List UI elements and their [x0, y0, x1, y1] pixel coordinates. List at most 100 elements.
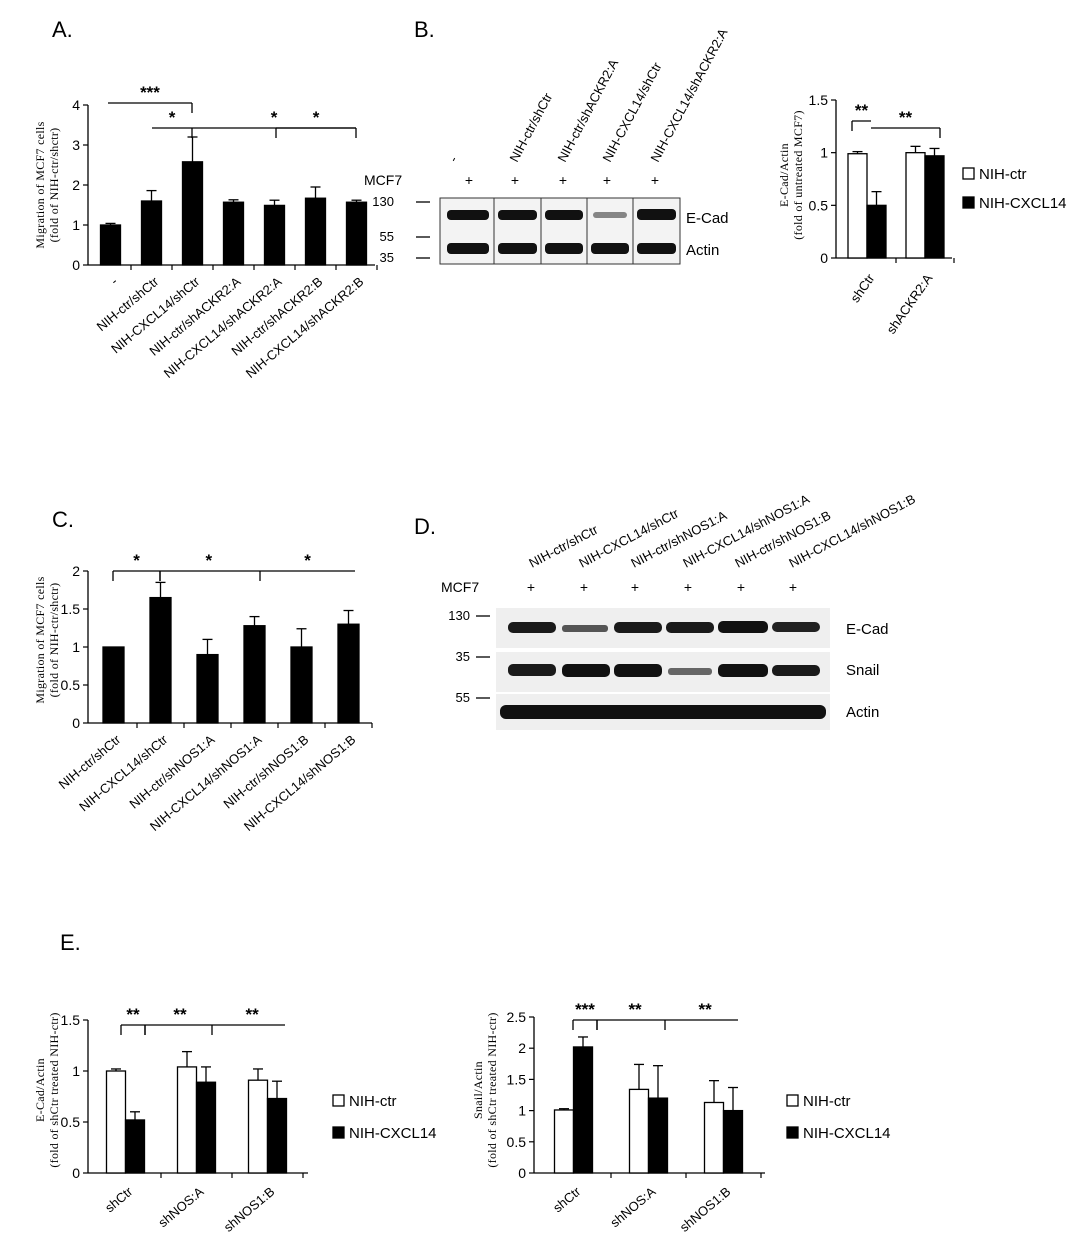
significance-annotation: *	[271, 108, 278, 127]
significance-annotation: **	[246, 1005, 260, 1024]
significance-annotation: *	[133, 551, 140, 570]
bar	[243, 625, 266, 724]
blot-b-band-actin	[447, 243, 489, 254]
blot-d-mcf7-mark: +	[527, 579, 535, 595]
blot-d-mcf7-mark: +	[737, 579, 745, 595]
bar	[628, 1088, 650, 1174]
significance-annotation: **	[699, 1000, 713, 1019]
bar	[290, 646, 313, 724]
y-tick-label: 1	[72, 639, 80, 655]
blot-b-marker: 130	[372, 194, 394, 209]
y-axis-title: E-Cad/Actin	[33, 1058, 47, 1122]
blot-d-band-ecad	[508, 622, 556, 633]
y-tick-label: 0.5	[809, 197, 829, 213]
blot-d-marker: 55	[456, 690, 470, 705]
y-tick-label: 2.5	[507, 1009, 527, 1025]
blot-d-mcf7-mark: +	[631, 579, 639, 595]
y-axis-title: E-Cad/Actin	[777, 143, 791, 207]
significance-annotation: *	[304, 551, 311, 570]
blot-d-band-label: E-Cad	[846, 621, 889, 638]
significance-annotation: *	[313, 108, 320, 127]
y-axis-title: (fold of NIH-ctr/shctr)	[47, 583, 61, 698]
bar	[337, 623, 360, 724]
blot-b-mcf7-mark: +	[651, 172, 659, 188]
y-axis-title: Snail/Actin	[471, 1061, 485, 1119]
bar	[124, 1119, 146, 1174]
y-tick-label: 1.5	[507, 1071, 527, 1087]
bar	[647, 1097, 669, 1174]
blot-b-band-ecad	[593, 212, 627, 218]
bar	[703, 1101, 725, 1174]
bar	[99, 224, 122, 266]
legend-label: NIH-ctr	[979, 166, 1027, 183]
significance-annotation: **	[899, 108, 913, 127]
significance-annotation: **	[173, 1005, 187, 1024]
blot-d-mcf7-mark: +	[684, 579, 692, 595]
legend-swatch	[332, 1094, 345, 1107]
panel-label-b: B.	[414, 17, 435, 42]
y-tick-label: 1	[72, 217, 80, 233]
bar	[149, 596, 172, 724]
bar	[924, 155, 945, 259]
blot-b-band-ecad	[447, 210, 489, 220]
legend-label: NIH-ctr	[349, 1093, 397, 1110]
legend-label: NIH-CXCL14	[803, 1125, 891, 1142]
y-tick-label: 0.5	[61, 677, 81, 693]
blot-d-marker: 130	[448, 608, 470, 623]
significance-annotation: **	[126, 1005, 140, 1024]
bar	[263, 204, 286, 266]
blot-d-band-ecad	[562, 625, 608, 632]
panel-label-c: C.	[52, 507, 74, 532]
y-tick-label: 0.5	[61, 1114, 81, 1130]
blot-d-band-label: Snail	[846, 662, 879, 679]
blot-d-band-snail	[718, 664, 768, 677]
y-tick-label: 0.5	[507, 1134, 527, 1150]
bar	[105, 1070, 127, 1174]
blot-b-membrane	[439, 197, 681, 265]
panel-label-a: A.	[52, 17, 73, 42]
blot-d-band-snail	[614, 664, 662, 677]
blot-b-lane-label: -	[445, 154, 460, 165]
bar	[304, 197, 327, 266]
legend-swatch	[786, 1094, 799, 1107]
y-tick-label: 0	[72, 715, 80, 731]
bar	[866, 204, 887, 259]
legend-swatch	[962, 167, 975, 180]
y-axis-title: Migration of MCF7 cells	[33, 576, 47, 703]
bar	[247, 1079, 269, 1174]
bar	[722, 1109, 744, 1174]
blot-d-band-ecad	[614, 622, 662, 633]
y-axis-title: (fold of shCtr treated NIH-ctr)	[485, 1012, 499, 1167]
bar	[196, 653, 219, 724]
blot-b-band-actin	[545, 243, 583, 254]
blot-b-marker: 35	[380, 250, 394, 265]
legend-label: NIH-ctr	[803, 1093, 851, 1110]
blot-d-mcf7-mark: +	[789, 579, 797, 595]
bar	[266, 1097, 288, 1174]
bar	[181, 161, 204, 266]
blot-b-marker: 55	[380, 229, 394, 244]
y-tick-label: 1	[72, 1063, 80, 1079]
panel-label-d: D.	[414, 514, 436, 539]
y-tick-label: 2	[72, 563, 80, 579]
y-axis-title: Migration of MCF7 cells	[33, 121, 47, 248]
chart-b-ecad-actin: 0 0.5 1 1.5 E-Cad/Actin (fold of untreated MC…	[777, 92, 1067, 337]
blot-d-band-actin	[500, 705, 826, 719]
bar	[176, 1066, 198, 1174]
bar	[847, 153, 868, 259]
blot-d-band-ecad	[772, 622, 820, 632]
blot-b-mcf7-label: MCF7	[364, 172, 402, 188]
y-tick-label: 3	[72, 137, 80, 153]
blot-b-band-ecad	[637, 209, 676, 220]
blot-d-mcf7-mark: +	[580, 579, 588, 595]
y-tick-label: 0	[72, 257, 80, 273]
y-tick-label: 0	[820, 250, 828, 266]
y-tick-label: 0	[518, 1165, 526, 1181]
blot-b-mcf7-mark: +	[465, 172, 473, 188]
legend-swatch	[332, 1126, 345, 1139]
blot-d-band-snail	[668, 668, 712, 675]
legend-swatch	[786, 1126, 799, 1139]
legend-label: NIH-CXCL14	[979, 195, 1067, 212]
legend-swatch	[962, 196, 975, 209]
